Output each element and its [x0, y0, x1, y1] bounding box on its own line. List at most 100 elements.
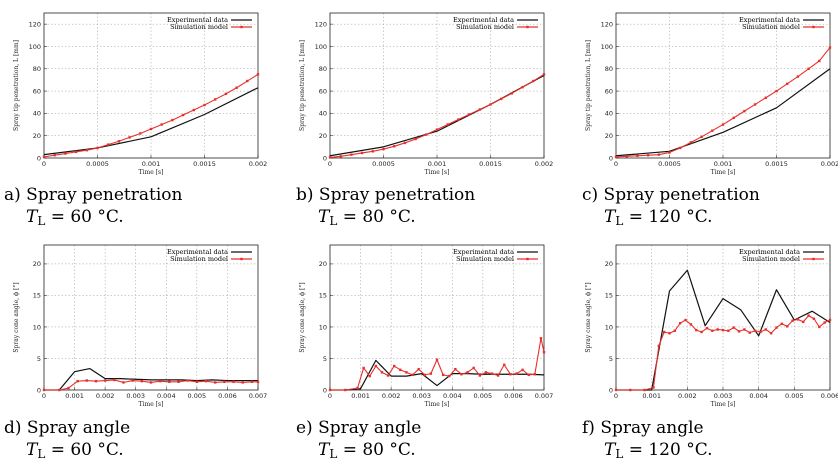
simulation-data-point	[796, 318, 800, 321]
simulation-data-point	[171, 118, 174, 122]
legend-marker	[240, 25, 243, 29]
caption-f: f) Spray angle TL = 120 °C.	[582, 418, 713, 464]
y-tick-label: 0	[37, 386, 41, 394]
simulation-data-point	[753, 329, 757, 332]
simulation-data-point	[807, 314, 810, 317]
legend-label: Experimental data	[167, 248, 228, 256]
caption-line1: b) Spray penetration	[296, 185, 476, 205]
simulation-data-point	[241, 381, 244, 384]
experimental-data-line	[330, 359, 545, 391]
y-tick-label: 5	[609, 355, 613, 363]
simulation-data-point	[515, 372, 518, 375]
simulation-data-point	[42, 388, 46, 392]
simulation-data-point	[107, 143, 110, 146]
simulation-data-point	[223, 380, 226, 384]
x-tick-label: 0.002	[96, 392, 115, 400]
x-tick-label: 0.001	[428, 160, 447, 168]
simulation-model-line	[44, 379, 258, 391]
simulation-data-point	[764, 96, 767, 99]
chart-svg: 0 0.0005 0.001 0.0015 0.002 0 20 40 60 80 100 120 Ti…	[299, 12, 553, 176]
chart-panel-b: 0 0.0005 0.001 0.0015 0.002 0 20 40 60 80 100 120 Ti…	[294, 8, 564, 176]
experimental-data-line	[44, 367, 258, 391]
plot-frame	[329, 12, 545, 159]
simulation-data-point	[629, 388, 632, 392]
legend-marker	[240, 257, 243, 261]
simulation-data-point	[636, 154, 639, 157]
simulation-data-point	[58, 388, 61, 392]
x-tick-label: 0.002	[678, 392, 697, 400]
x-tick-label: 0.003	[714, 392, 733, 400]
x-tick-label: 0.0015	[479, 160, 502, 168]
simulation-data-point	[679, 146, 682, 150]
y-tick-label: 0	[323, 154, 327, 162]
x-tick-label: 0.006	[821, 392, 838, 400]
simulation-data-point	[441, 373, 445, 377]
x-tick-label: 0.0005	[658, 160, 681, 168]
x-tick-label: 0.004	[157, 392, 176, 400]
simulation-data-point	[467, 113, 471, 116]
chart-panel-a: 0 0.0005 0.001 0.0015 0.002 0 20 40 60 80 100 120 Ti…	[8, 8, 278, 176]
simulation-data-point	[786, 82, 789, 86]
simulation-data-point	[478, 108, 481, 111]
simulation-data-point	[490, 372, 494, 375]
simulation-data-point	[405, 371, 408, 374]
simulation-data-point	[94, 379, 98, 383]
y-axis-label: Spray cone angle, ϕ [°]	[13, 282, 20, 352]
y-tick-label: 80	[605, 65, 613, 73]
x-tick-label: 0.007	[535, 392, 554, 400]
simulation-data-point	[509, 373, 512, 376]
x-tick-label: 0	[614, 160, 618, 168]
simulation-data-point	[510, 92, 514, 95]
y-tick-label: 15	[33, 292, 41, 300]
simulation-model-line	[330, 337, 545, 391]
y-tick-label: 15	[605, 292, 613, 300]
y-tick-label: 0	[609, 386, 613, 394]
y-axis-label: Spray tip penetration, L [mm]	[13, 40, 20, 131]
caption-line2: TL = 120 °C.	[604, 440, 713, 461]
simulation-data-point	[527, 373, 530, 377]
y-tick-label: 40	[605, 110, 613, 118]
y-tick-label: 10	[319, 323, 327, 331]
simulation-data-point	[614, 155, 618, 159]
y-axis-label: Spray cone angle, ϕ [°]	[585, 282, 592, 352]
simulation-data-point	[780, 322, 784, 326]
caption-line1: f) Spray angle	[582, 418, 704, 438]
simulation-data-point	[700, 135, 703, 139]
x-tick-label: 0.002	[382, 392, 401, 400]
y-tick-label: 20	[605, 132, 613, 140]
x-tick-label: 0.001	[142, 160, 161, 168]
simulation-data-point	[796, 75, 800, 78]
simulation-data-point	[732, 326, 735, 329]
caption-line2: TL = 120 °C.	[604, 207, 713, 228]
chart-svg: 0 0.001 0.002 0.003 0.004 0.005 0.006 0.007 0 5 10…	[299, 244, 553, 408]
simulation-data-point	[500, 97, 503, 101]
simulation-data-point	[339, 155, 342, 158]
x-tick-label: 0.0015	[765, 160, 788, 168]
simulation-data-point	[737, 330, 741, 333]
simulation-data-point	[362, 366, 365, 370]
x-tick-label: 0.002	[821, 160, 838, 168]
simulation-data-point	[256, 380, 260, 384]
simulation-data-point	[186, 379, 189, 382]
legend-label: Simulation model	[170, 23, 228, 31]
simulation-data-point	[374, 364, 378, 368]
x-tick-label: 0	[42, 392, 46, 400]
chart-panel-d: 0 0.001 0.002 0.003 0.004 0.005 0.006 0.007 0 5 10…	[8, 240, 278, 408]
simulation-data-point	[328, 388, 332, 392]
simulation-data-point	[807, 67, 810, 70]
simulation-data-point	[149, 381, 153, 384]
simulation-data-point	[192, 108, 195, 112]
simulation-data-point	[791, 319, 794, 322]
simulation-data-point	[117, 140, 121, 143]
simulation-data-point	[489, 103, 492, 106]
simulation-data-point	[85, 379, 88, 382]
caption-d: d) Spray angle TL = 60 °C.	[4, 418, 130, 464]
simulation-data-point	[371, 150, 374, 153]
simulation-data-point	[689, 141, 693, 144]
y-tick-label: 20	[605, 260, 613, 268]
x-axis-label: Time [s]	[139, 169, 164, 176]
simulation-data-point	[214, 98, 217, 101]
x-tick-label: 0.001	[65, 392, 84, 400]
simulation-data-point	[158, 379, 162, 383]
plot-frame	[43, 12, 259, 159]
